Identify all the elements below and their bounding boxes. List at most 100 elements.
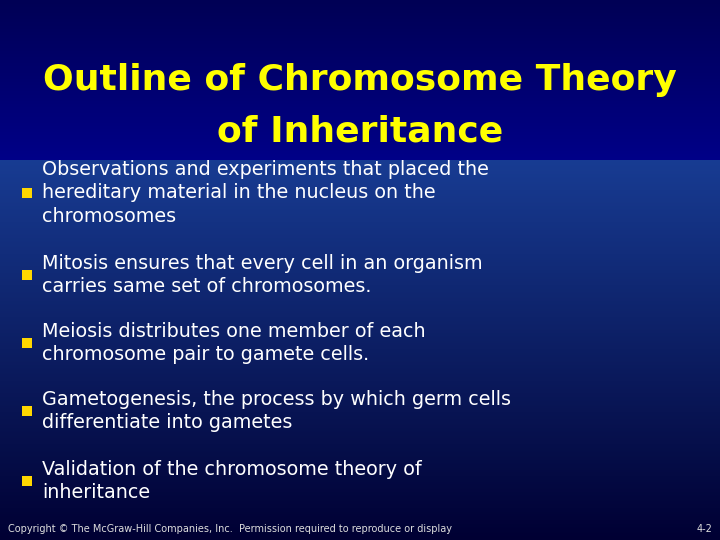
- Bar: [0, 205, 720, 206]
- Text: Copyright © The McGraw-Hill Companies, Inc.  Permission required to reproduce or: Copyright © The McGraw-Hill Companies, I…: [8, 524, 452, 534]
- Bar: [0, 81, 720, 82]
- Bar: [0, 317, 720, 318]
- Bar: [0, 3, 720, 4]
- Bar: [0, 418, 720, 419]
- Bar: [0, 1, 720, 2]
- Bar: [0, 437, 720, 438]
- Bar: [0, 283, 720, 284]
- Bar: [0, 47, 720, 48]
- Bar: [0, 401, 720, 402]
- Bar: [0, 96, 720, 97]
- Bar: [0, 134, 720, 135]
- Bar: [0, 30, 720, 31]
- Bar: [0, 129, 720, 130]
- Bar: [0, 538, 720, 539]
- Bar: [0, 310, 720, 311]
- Bar: [0, 335, 720, 336]
- Bar: [0, 439, 720, 440]
- Bar: [0, 177, 720, 178]
- Bar: [0, 351, 720, 352]
- Bar: [0, 386, 720, 387]
- Bar: [0, 176, 720, 177]
- Bar: [0, 70, 720, 71]
- Bar: [0, 448, 720, 449]
- Bar: [0, 99, 720, 100]
- Bar: [0, 9, 720, 10]
- Bar: [0, 217, 720, 218]
- Bar: [0, 303, 720, 304]
- Bar: [0, 529, 720, 530]
- Bar: [0, 213, 720, 214]
- Bar: [0, 504, 720, 505]
- Bar: [0, 226, 720, 227]
- Bar: [0, 70, 720, 71]
- Bar: [0, 140, 720, 141]
- Bar: [0, 199, 720, 200]
- Bar: [0, 135, 720, 136]
- Bar: [0, 425, 720, 426]
- Bar: [0, 138, 720, 139]
- Bar: [0, 406, 720, 407]
- Bar: [0, 531, 720, 532]
- Bar: [0, 524, 720, 525]
- Bar: [0, 204, 720, 205]
- Bar: [0, 237, 720, 238]
- Bar: [0, 11, 720, 12]
- Bar: [0, 49, 720, 50]
- Bar: [0, 516, 720, 517]
- Bar: [0, 101, 720, 102]
- Bar: [0, 190, 720, 191]
- Bar: [0, 353, 720, 354]
- Bar: [0, 220, 720, 221]
- Bar: [0, 505, 720, 506]
- Bar: [0, 39, 720, 40]
- Bar: [0, 90, 720, 91]
- Bar: [0, 63, 720, 64]
- Bar: [0, 301, 720, 302]
- Bar: [0, 343, 720, 344]
- Bar: [0, 162, 720, 163]
- Bar: [0, 249, 720, 250]
- Bar: [0, 501, 720, 502]
- Bar: [0, 101, 720, 102]
- Bar: [0, 84, 720, 85]
- Bar: [0, 533, 720, 534]
- Bar: [0, 178, 720, 179]
- Bar: [0, 296, 720, 297]
- Bar: [0, 517, 720, 518]
- Bar: [0, 18, 720, 19]
- Bar: [0, 471, 720, 472]
- Bar: [0, 43, 720, 44]
- Bar: [0, 180, 720, 181]
- Bar: [0, 525, 720, 526]
- Bar: [0, 105, 720, 106]
- Bar: [0, 80, 720, 81]
- Bar: [0, 144, 720, 145]
- Bar: [0, 148, 720, 149]
- Bar: [0, 398, 720, 399]
- Bar: [0, 53, 720, 54]
- Bar: [0, 514, 720, 515]
- Bar: [0, 196, 720, 197]
- Bar: [0, 461, 720, 462]
- Bar: [0, 408, 720, 409]
- Bar: [0, 112, 720, 113]
- Bar: [0, 377, 720, 378]
- Bar: [0, 122, 720, 123]
- Bar: [0, 62, 720, 63]
- Bar: [0, 80, 720, 81]
- Bar: [0, 265, 720, 266]
- Bar: [0, 511, 720, 512]
- Bar: [0, 314, 720, 315]
- Bar: [0, 254, 720, 255]
- Bar: [0, 478, 720, 479]
- Bar: [0, 285, 720, 286]
- Text: 4-2: 4-2: [696, 524, 712, 534]
- Bar: [0, 300, 720, 301]
- Bar: [0, 59, 720, 60]
- Bar: [0, 124, 720, 125]
- Bar: [0, 6, 720, 7]
- Bar: [0, 102, 720, 103]
- Bar: [0, 445, 720, 446]
- Bar: [0, 82, 720, 83]
